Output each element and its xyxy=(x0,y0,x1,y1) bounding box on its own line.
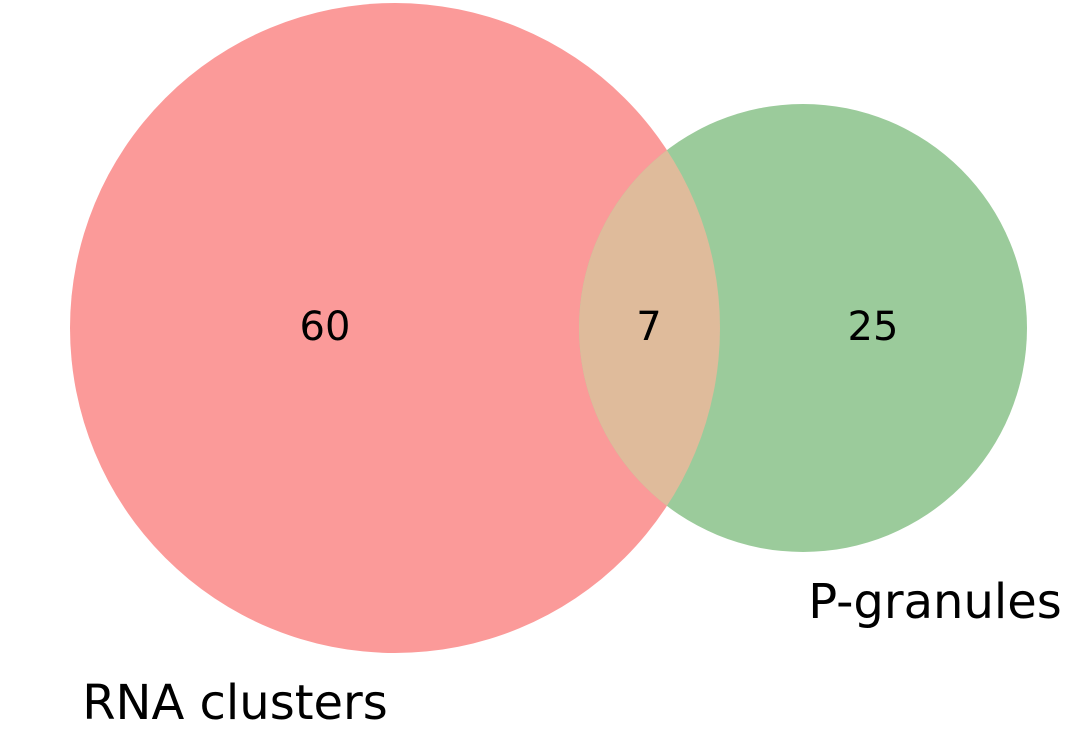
rna-clusters-only-count: 60 xyxy=(300,304,351,350)
rna-clusters-circle xyxy=(70,3,720,653)
p-granules-label: P-granules xyxy=(808,574,1062,630)
rna-clusters-label: RNA clusters xyxy=(82,675,388,731)
intersection-count: 7 xyxy=(636,304,661,350)
p-granules-only-count: 25 xyxy=(848,304,899,350)
intersection-region xyxy=(579,104,720,552)
